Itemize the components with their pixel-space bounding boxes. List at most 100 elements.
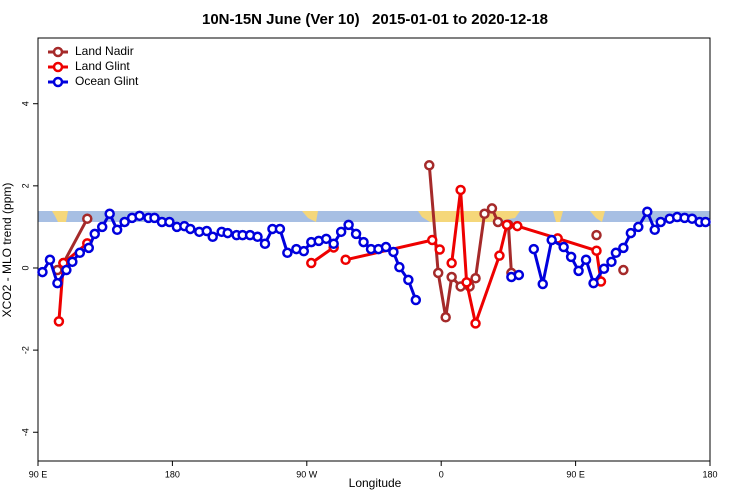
series-line [57, 165, 623, 317]
y-tick-label: 4 [20, 101, 30, 106]
x-tick-label: 90 E [566, 469, 585, 479]
y-tick-label: 0 [20, 265, 30, 270]
legend-label: Ocean Glint [75, 74, 139, 88]
data-point [282, 247, 293, 259]
data-point [461, 277, 472, 288]
data-point [537, 278, 548, 290]
data-point [306, 257, 317, 269]
data-point [546, 234, 557, 246]
data-point [335, 226, 347, 238]
data-point [201, 225, 212, 237]
y-tick-label: -2 [20, 346, 30, 354]
plot-frame [37, 37, 711, 462]
x-tick-label: 180 [165, 469, 180, 479]
data-point [44, 254, 56, 266]
data-point [164, 216, 175, 228]
data-point [298, 245, 310, 257]
data-point [96, 221, 108, 233]
data-point [580, 254, 592, 266]
data-point [610, 247, 622, 259]
data-point [259, 238, 271, 250]
data-point [606, 256, 617, 268]
data-point [479, 208, 490, 220]
legend-marker [52, 61, 64, 73]
data-point [470, 272, 481, 284]
data-point [111, 224, 123, 236]
data-point [320, 233, 332, 245]
data-point [432, 267, 444, 279]
x-tick-label: 90 W [296, 469, 318, 479]
data-point [700, 216, 711, 228]
series [37, 206, 711, 306]
data-point [446, 271, 457, 283]
data-point [591, 245, 602, 256]
data-point [618, 242, 629, 254]
data-point [486, 203, 498, 214]
legend-marker [52, 76, 64, 88]
data-point [67, 256, 78, 268]
data-point [455, 184, 466, 196]
data-point [74, 247, 86, 259]
data-point [358, 236, 369, 248]
data-point [573, 265, 584, 277]
data-point [649, 224, 660, 236]
data-point [426, 234, 438, 246]
data-point [434, 244, 445, 255]
data-point [119, 216, 130, 228]
data-point [470, 318, 481, 329]
data-point [492, 216, 504, 228]
data-point [207, 231, 218, 243]
series-line [57, 189, 603, 329]
data-point [513, 269, 525, 281]
data-point [494, 250, 505, 261]
data-point [598, 263, 610, 275]
data-point [52, 277, 63, 289]
ocean-band [38, 211, 710, 222]
data-point [328, 238, 339, 250]
legend-marker [52, 46, 64, 58]
legend-label: Land Glint [75, 59, 130, 73]
data-point [625, 227, 637, 239]
y-tick-label: -4 [20, 428, 30, 436]
y-tick-label: 2 [20, 183, 30, 188]
data-point [388, 246, 399, 258]
data-point [340, 254, 351, 266]
data-point [410, 294, 422, 306]
data-point [134, 210, 145, 222]
series [53, 161, 627, 321]
land-patch [590, 211, 605, 222]
data-point [343, 219, 354, 231]
data-point [185, 223, 196, 235]
x-axis-label: Longitude [349, 476, 402, 490]
y-axis-label: XCO2 - MLO trend (ppm) [0, 183, 14, 318]
data-point [558, 241, 569, 253]
x-tick-label: 180 [702, 469, 717, 479]
data-point [83, 242, 95, 254]
data-point [350, 228, 362, 240]
land-patch [553, 211, 563, 222]
data-point [222, 227, 233, 239]
data-point [82, 213, 93, 224]
data-point [274, 223, 286, 235]
data-point [380, 241, 392, 253]
data-point [424, 160, 435, 171]
data-point [633, 221, 644, 233]
legend-label: Land Nadir [75, 44, 134, 58]
data-point [618, 264, 629, 276]
data-point [501, 219, 513, 231]
chart-title: 10N-15N June (Ver 10) 2015-01-01 to 2020… [202, 11, 548, 28]
data-point [252, 231, 263, 243]
data-point [446, 257, 457, 269]
series-line [41, 208, 706, 301]
data-point [394, 261, 405, 273]
land-patch [302, 211, 318, 222]
data-point [528, 243, 540, 255]
data-point [149, 212, 160, 224]
data-point [37, 266, 48, 278]
data-point [512, 220, 523, 232]
data-point [89, 228, 100, 240]
data-point [655, 216, 666, 228]
data-point [440, 312, 451, 323]
data-point [104, 208, 115, 220]
